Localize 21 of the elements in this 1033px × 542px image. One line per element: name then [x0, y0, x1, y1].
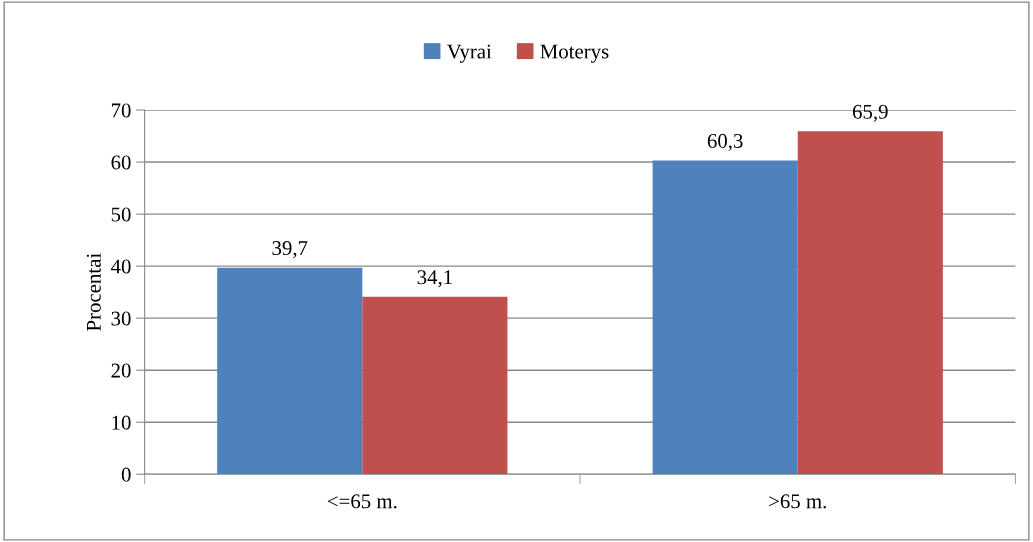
bar [652, 160, 798, 475]
y-tick-label: 20 [111, 363, 131, 378]
data-label: 65,9 [852, 104, 888, 122]
legend-label: Vyrai [446, 44, 492, 63]
x-tick-label: >65 m. [769, 494, 826, 509]
bar [217, 267, 363, 475]
y-tick-label: 0 [121, 467, 131, 482]
x-tick-label: <=65 m. [327, 494, 397, 509]
y-tick-label: 60 [111, 155, 131, 170]
data-label: 39,7 [272, 241, 308, 259]
y-tick-label: 70 [111, 103, 131, 118]
y-tick-label: 30 [111, 311, 131, 326]
legend-label: Moterys [540, 44, 609, 63]
bar [362, 296, 508, 475]
bar [797, 131, 943, 475]
data-label: 34,1 [417, 270, 452, 288]
data-label: 60,3 [707, 133, 743, 151]
y-axis-title: Procentai [86, 253, 101, 331]
y-tick-label: 40 [111, 259, 131, 274]
y-tick-label: 50 [111, 207, 131, 222]
y-tick-label: 10 [112, 415, 131, 430]
